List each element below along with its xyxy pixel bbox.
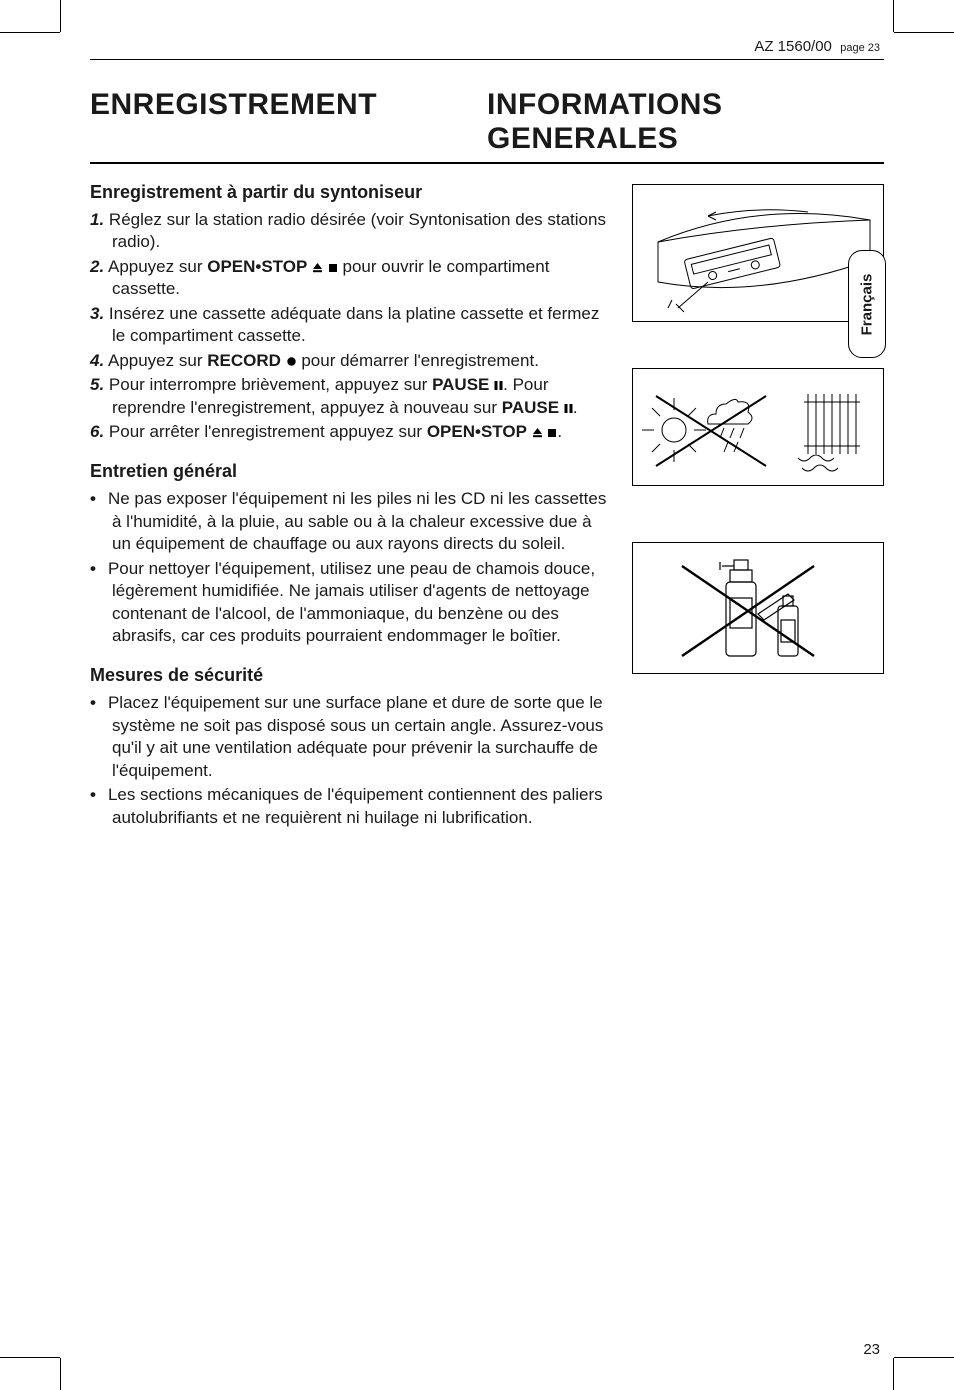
crop-mark bbox=[60, 1358, 61, 1390]
language-label: Français bbox=[859, 273, 876, 335]
step-6: 6. Pour arrêter l'enregistrement appuyez… bbox=[90, 421, 614, 443]
record-icon bbox=[286, 356, 297, 367]
crop-mark bbox=[0, 1357, 60, 1358]
page-label: page 23 bbox=[840, 42, 880, 54]
stop-icon bbox=[328, 263, 338, 273]
tuner-recording-block: Enregistrement à partir du syntoniseur 1… bbox=[90, 182, 614, 443]
list-item: Pour nettoyer l'équipement, utilisez une… bbox=[90, 558, 614, 648]
crop-mark bbox=[893, 0, 894, 32]
body-columns: Enregistrement à partir du syntoniseur 1… bbox=[90, 164, 884, 831]
maintenance-list: Ne pas exposer l'équipement ni les piles… bbox=[90, 488, 614, 647]
step-4: 4. Appuyez sur RECORD pour démarrer l'en… bbox=[90, 350, 614, 372]
general-maintenance-block: Entretien général Ne pas exposer l'équip… bbox=[90, 461, 614, 647]
text-column: Enregistrement à partir du syntoniseur 1… bbox=[90, 178, 614, 831]
crop-mark bbox=[0, 32, 60, 33]
running-head: AZ 1560/00 page 23 bbox=[90, 32, 884, 60]
page-number: 23 bbox=[863, 1341, 880, 1358]
crop-mark bbox=[60, 0, 61, 32]
safety-heading: Mesures de sécurité bbox=[90, 665, 614, 686]
pause-icon bbox=[494, 380, 503, 391]
figure-cassette bbox=[632, 184, 884, 322]
crop-mark bbox=[894, 1357, 954, 1358]
step-5: 5. Pour interrompre brièvement, appuyez … bbox=[90, 374, 614, 419]
language-tab: Français bbox=[848, 250, 886, 358]
figure-environment bbox=[632, 368, 884, 486]
pause-icon bbox=[564, 403, 573, 414]
list-item: Placez l'équipement sur une surface plan… bbox=[90, 692, 614, 782]
eject-icon bbox=[532, 427, 543, 438]
leaf: AZ 1560/00 page 23 ENREGISTREMENT INFORM… bbox=[90, 32, 884, 1358]
figure-column bbox=[632, 178, 884, 831]
step-1: 1. Réglez sur la station radio désirée (… bbox=[90, 209, 614, 254]
title-left: ENREGISTREMENT bbox=[90, 88, 377, 156]
figure-cleaning bbox=[632, 542, 884, 674]
page: AZ 1560/00 page 23 ENREGISTREMENT INFORM… bbox=[0, 0, 954, 1390]
list-item: Ne pas exposer l'équipement ni les piles… bbox=[90, 488, 614, 555]
section-titles: ENREGISTREMENT INFORMATIONS GENERALES bbox=[90, 60, 884, 164]
step-2: 2. Appuyez sur OPEN•STOP pour ouvrir le … bbox=[90, 256, 614, 301]
eject-icon bbox=[312, 262, 323, 273]
crop-mark bbox=[894, 32, 954, 33]
maintenance-heading: Entretien général bbox=[90, 461, 614, 482]
step-3: 3. Insérez une cassette adéquate dans la… bbox=[90, 303, 614, 348]
crop-mark bbox=[893, 1358, 894, 1390]
tuner-steps: 1. Réglez sur la station radio désirée (… bbox=[90, 209, 614, 443]
safety-block: Mesures de sécurité Placez l'équipement … bbox=[90, 665, 614, 829]
list-item: Les sections mécaniques de l'équipement … bbox=[90, 784, 614, 829]
stop-icon bbox=[547, 428, 557, 438]
title-right: INFORMATIONS GENERALES bbox=[487, 88, 884, 156]
safety-list: Placez l'équipement sur une surface plan… bbox=[90, 692, 614, 829]
tuner-heading: Enregistrement à partir du syntoniseur bbox=[90, 182, 614, 203]
model-number: AZ 1560/00 bbox=[754, 38, 832, 55]
